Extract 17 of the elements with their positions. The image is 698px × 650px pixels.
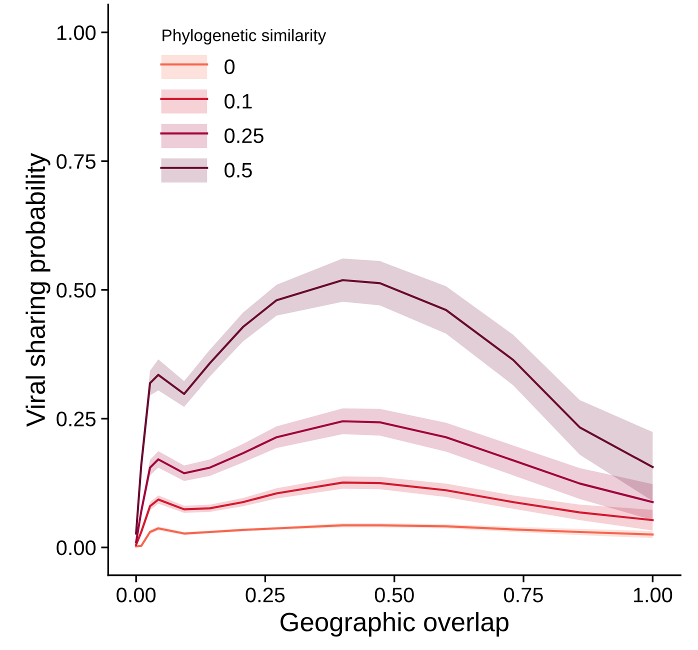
y-axis-title: Viral sharing probability (26, 153, 50, 427)
y-tick-label: 0.75 (56, 154, 96, 169)
x-tick-label: 0.00 (116, 588, 156, 602)
legend-label: 0.5 (224, 162, 252, 178)
y-tick-label: 0.25 (56, 412, 96, 426)
legend-label: 0.25 (224, 128, 264, 144)
y-tick-label: 0.00 (56, 540, 96, 556)
legend-label: 0.1 (224, 94, 252, 109)
x-tick-label: 1.00 (634, 588, 672, 602)
legend-label: 0 (224, 59, 235, 74)
x-axis-title: Geographic overlap (280, 612, 508, 637)
y-tick-label: 1.00 (57, 25, 96, 40)
x-tick-label: 0.75 (504, 588, 543, 602)
legend-title: Phylogenetic similarity (162, 29, 326, 45)
x-tick-label: 0.25 (246, 588, 285, 602)
x-tick-label: 0.50 (374, 588, 414, 602)
y-tick-label: 0.50 (56, 282, 96, 298)
